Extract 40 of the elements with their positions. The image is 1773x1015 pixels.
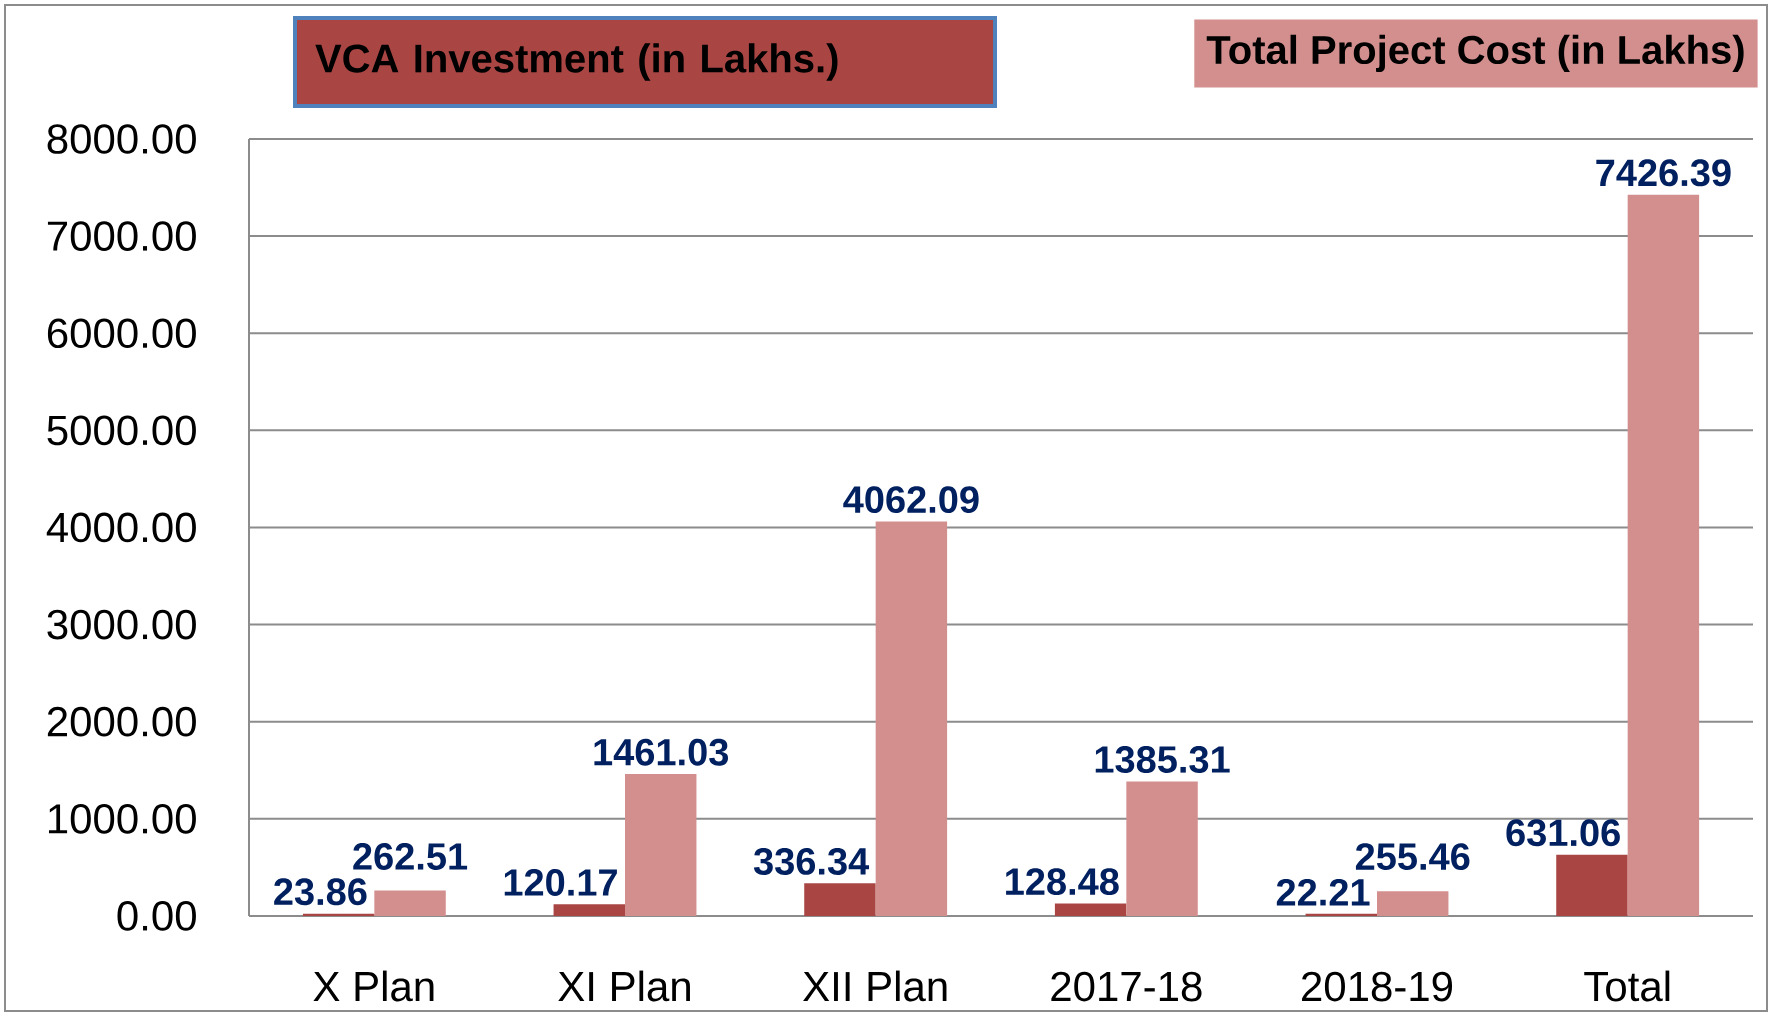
y-tick-label: 7000.00	[47, 221, 196, 251]
bar	[804, 883, 876, 916]
text: Total Project Cost (in Lakhs)	[1206, 34, 1744, 73]
bar	[1054, 903, 1127, 916]
bar	[1305, 913, 1378, 916]
y-tick-label: 5000.00	[47, 415, 196, 446]
x-tick-label: XII Plan	[803, 970, 947, 1002]
bar	[553, 904, 626, 916]
data-label: 23.86	[274, 878, 367, 906]
data-label: 262.51	[353, 843, 468, 870]
bar	[1556, 854, 1628, 916]
data-label: 336.34	[753, 847, 870, 875]
data-label: 4062.09	[843, 486, 979, 514]
y-tick-label: 8000.00	[47, 124, 196, 154]
x-tick-label: XI Plan	[558, 970, 690, 1002]
bar	[875, 521, 948, 916]
y-tick-label: 2000.00	[47, 706, 196, 737]
y-tick-label: 3000.00	[47, 609, 196, 640]
x-tick-label: Total	[1584, 970, 1670, 1002]
bar	[1377, 891, 1449, 916]
data-label: 7426.39	[1596, 159, 1731, 187]
y-tick-label: 4000.00	[46, 512, 196, 543]
bar	[625, 774, 697, 916]
bar	[1627, 194, 1700, 916]
data-label: 120.17	[504, 869, 617, 896]
bar	[374, 890, 446, 916]
data-label: 631.06	[1506, 819, 1620, 847]
text: VCA Investment (in Lakhs.)	[315, 43, 838, 81]
x-tick-label: 2018-19	[1302, 971, 1453, 1002]
x-tick-label: 2017-18	[1051, 971, 1202, 1002]
y-tick-label: 1000.00	[48, 803, 196, 834]
data-label: 1461.03	[594, 738, 729, 766]
y-tick-label: 0.00	[117, 901, 196, 931]
data-label: 255.46	[1355, 843, 1470, 871]
data-label: 1385.31	[1095, 746, 1230, 774]
y-tick-label: 6000.00	[47, 318, 196, 349]
data-label: 22.21	[1276, 878, 1370, 906]
bar	[1126, 781, 1198, 916]
x-tick-label: X Plan	[313, 970, 434, 1002]
data-label: 128.48	[1006, 868, 1119, 896]
